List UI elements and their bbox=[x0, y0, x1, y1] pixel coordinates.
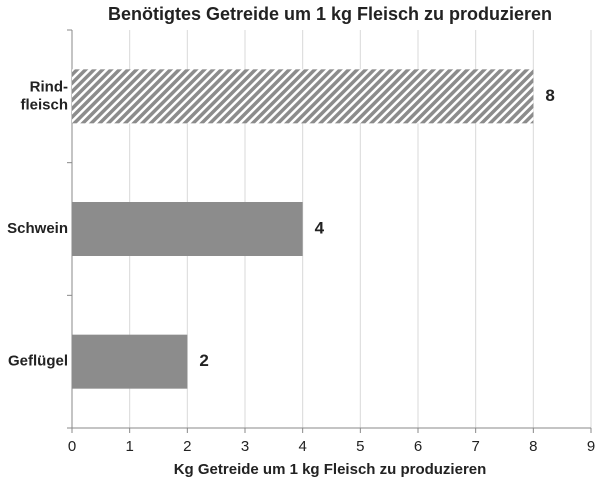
y-tick-label: Rind-fleisch bbox=[20, 78, 68, 113]
x-tick-label: 3 bbox=[241, 438, 249, 455]
x-tick-label: 9 bbox=[587, 438, 595, 455]
x-tick-label: 0 bbox=[68, 438, 76, 455]
value-label: 2 bbox=[199, 351, 208, 370]
x-tick-label: 1 bbox=[125, 438, 133, 455]
x-tick-label: 5 bbox=[356, 438, 364, 455]
y-tick-label: Schwein bbox=[7, 220, 68, 237]
x-tick-label: 8 bbox=[529, 438, 537, 455]
x-tick-label: 2 bbox=[183, 438, 191, 455]
bar bbox=[72, 69, 534, 124]
chart-title: Benötigtes Getreide um 1 kg Fleisch zu p… bbox=[108, 4, 552, 24]
bar bbox=[72, 334, 188, 389]
x-axis-label: Kg Getreide um 1 kg Fleisch zu produzier… bbox=[174, 461, 487, 478]
x-tick-label: 6 bbox=[414, 438, 422, 455]
x-tick-label: 7 bbox=[471, 438, 479, 455]
value-label: 8 bbox=[545, 86, 554, 105]
x-tick-label: 4 bbox=[298, 438, 306, 455]
value-label: 4 bbox=[315, 218, 325, 237]
y-tick-label: Geflügel bbox=[8, 353, 68, 370]
bar bbox=[72, 202, 303, 256]
